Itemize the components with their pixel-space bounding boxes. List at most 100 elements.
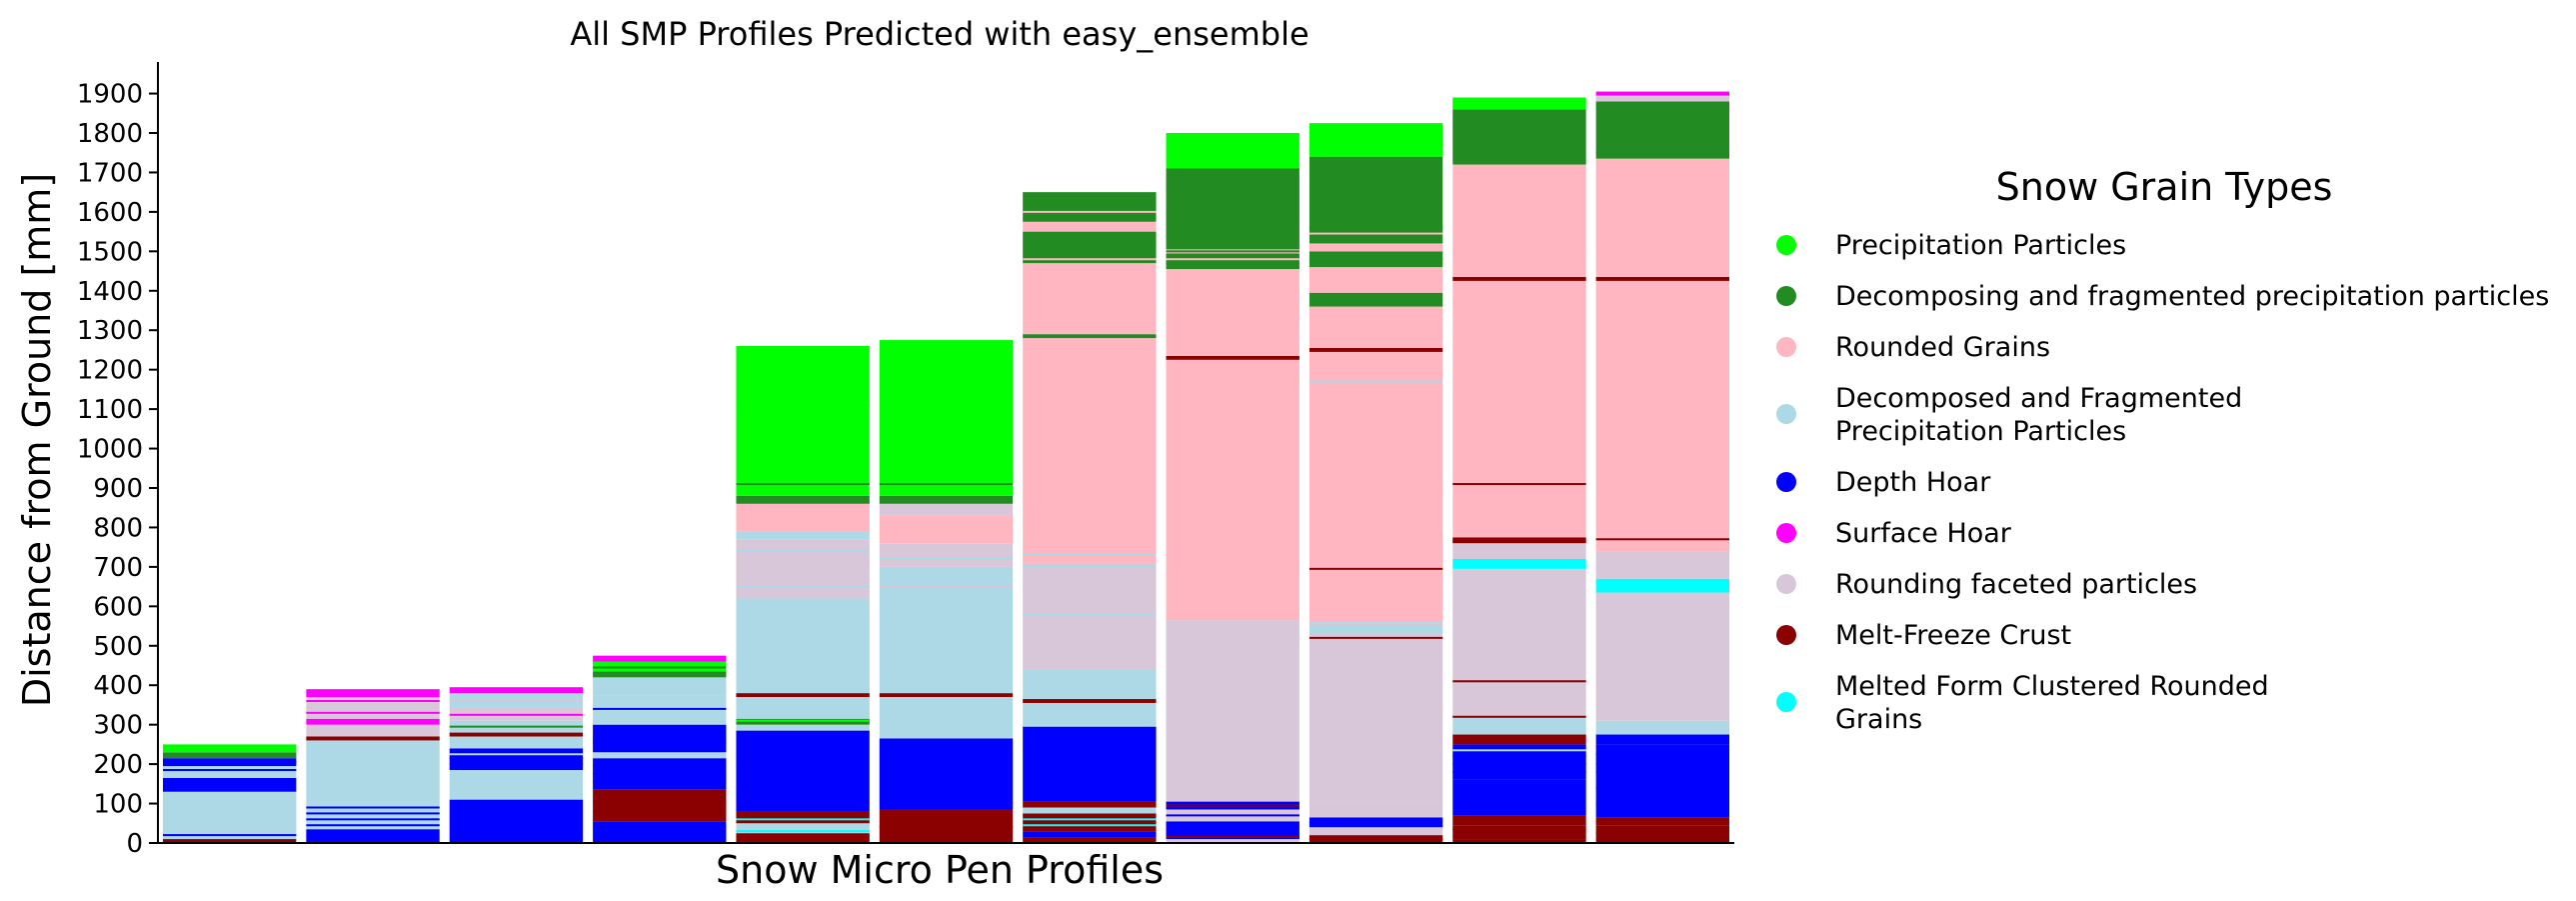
grain-segment [1023,801,1157,808]
y-tick-label: 1500 [77,237,143,267]
grain-layer-line [593,666,727,669]
grain-layer-line [1308,380,1443,383]
y-axis-title: Distance from Ground [mm] [15,173,59,707]
grain-segment [736,495,870,504]
grain-segment [593,789,727,822]
grain-layer-line [736,818,870,821]
grain-segment [736,730,870,812]
grain-segment [736,693,870,698]
legend-item: Surface Hoar [1776,518,2012,549]
profile-bar [163,744,297,843]
grain-segment [736,598,870,694]
grain-layer-line [1452,483,1586,486]
grain-layer-line [879,483,1014,486]
grain-segment [449,687,584,694]
grain-layer-line [1595,151,1729,154]
grain-segment [1308,347,1443,352]
grain-layer-line [1023,613,1157,616]
grain-layer-line [1452,540,1586,543]
legend-label: Decomposing and fragmented precipitation… [1835,281,2549,312]
grain-segment [1452,825,1586,840]
profile-bar [736,346,870,843]
grain-segment [1595,734,1729,745]
grain-segment [1452,276,1586,281]
grain-layer-line [1595,581,1729,584]
grain-segment [1023,813,1157,832]
grain-segment [306,740,440,804]
grain-segment [736,823,870,834]
grain-segment [593,821,727,843]
grain-layer-line [1595,250,1729,253]
grain-layer-line [306,806,440,809]
grain-layer-line [1452,100,1586,103]
grain-layer-line [1023,585,1157,588]
legend-label: Depth Hoar [1835,467,1991,498]
grain-layer-line [1166,804,1299,807]
grain-segment [449,799,584,843]
legend-item: Decomposing and fragmented precipitation… [1776,281,2549,312]
grain-layer-line [1308,838,1443,841]
grain-layer-line [306,700,440,702]
grain-layer-line [1023,818,1157,821]
grain-segment [1595,276,1729,281]
grain-segment [1595,95,1729,102]
grain-layer-line [306,824,440,827]
grain-segment [1023,702,1157,727]
grain-segment [306,736,440,741]
legend-label: Melted Form Clustered Rounded Grains [1835,671,2269,735]
grain-layer-line [1452,771,1586,773]
x-axis-title: Snow Micro Pen Profiles [716,848,1164,892]
grain-layer-line [879,526,1014,529]
grain-layer-line [1023,258,1157,261]
grain-segment [1308,243,1443,252]
grain-segment [879,503,1014,516]
grain-layer-line [1595,802,1729,805]
grain-layer-line [1023,824,1157,827]
grain-layer-line [1452,715,1586,718]
grain-layer-line [449,700,584,702]
grain-layer-line [1595,820,1729,823]
legend-marker [1776,286,1796,306]
grain-segment [593,724,727,753]
legend-marker [1776,574,1796,594]
grain-segment [1595,592,1729,721]
y-tick-label: 0 [126,829,143,859]
legend-label: Precipitation Particles [1835,230,2126,261]
grain-segment [1452,164,1586,277]
grain-layer-line [1166,836,1299,839]
grain-layer-line [1023,696,1157,699]
grain-layer-line [736,522,870,525]
grain-segment [1452,559,1586,569]
y-tick-label: 1300 [77,316,143,346]
grain-segment [1023,726,1157,802]
grain-segment [1308,306,1443,348]
grain-layer-line [449,757,584,760]
y-tick-label: 600 [93,592,143,622]
grain-layer-line [593,741,727,744]
grain-segment [1452,716,1586,735]
legend-label: Rounding faceted particles [1835,569,2197,600]
y-tick-label: 1000 [77,435,143,465]
grain-segment [1452,815,1586,826]
legend-label: Decomposed and Fragmented Precipitation P… [1835,383,2242,447]
grain-segment [736,503,870,532]
legend-marker [1776,523,1796,543]
y-tick-label: 100 [93,790,143,820]
grain-segment [163,744,297,753]
grain-segment [449,736,584,749]
profile-bar [449,687,584,843]
grain-segment [1308,351,1443,623]
grain-layer-line [449,725,584,728]
y-tick-label: 800 [93,513,143,543]
legend-item: Depth Hoar [1776,467,1991,498]
profile-bar [1023,192,1157,843]
grain-layer-line [1452,680,1586,683]
grain-layer-line [736,830,870,833]
grain-layer-line [1595,538,1729,541]
legend-marker [1776,235,1796,255]
grain-layer-line [1166,309,1299,312]
grain-segment [1595,101,1729,159]
grain-segment [1452,779,1586,816]
grain-segment [306,689,440,698]
grain-layer-line [449,753,584,756]
